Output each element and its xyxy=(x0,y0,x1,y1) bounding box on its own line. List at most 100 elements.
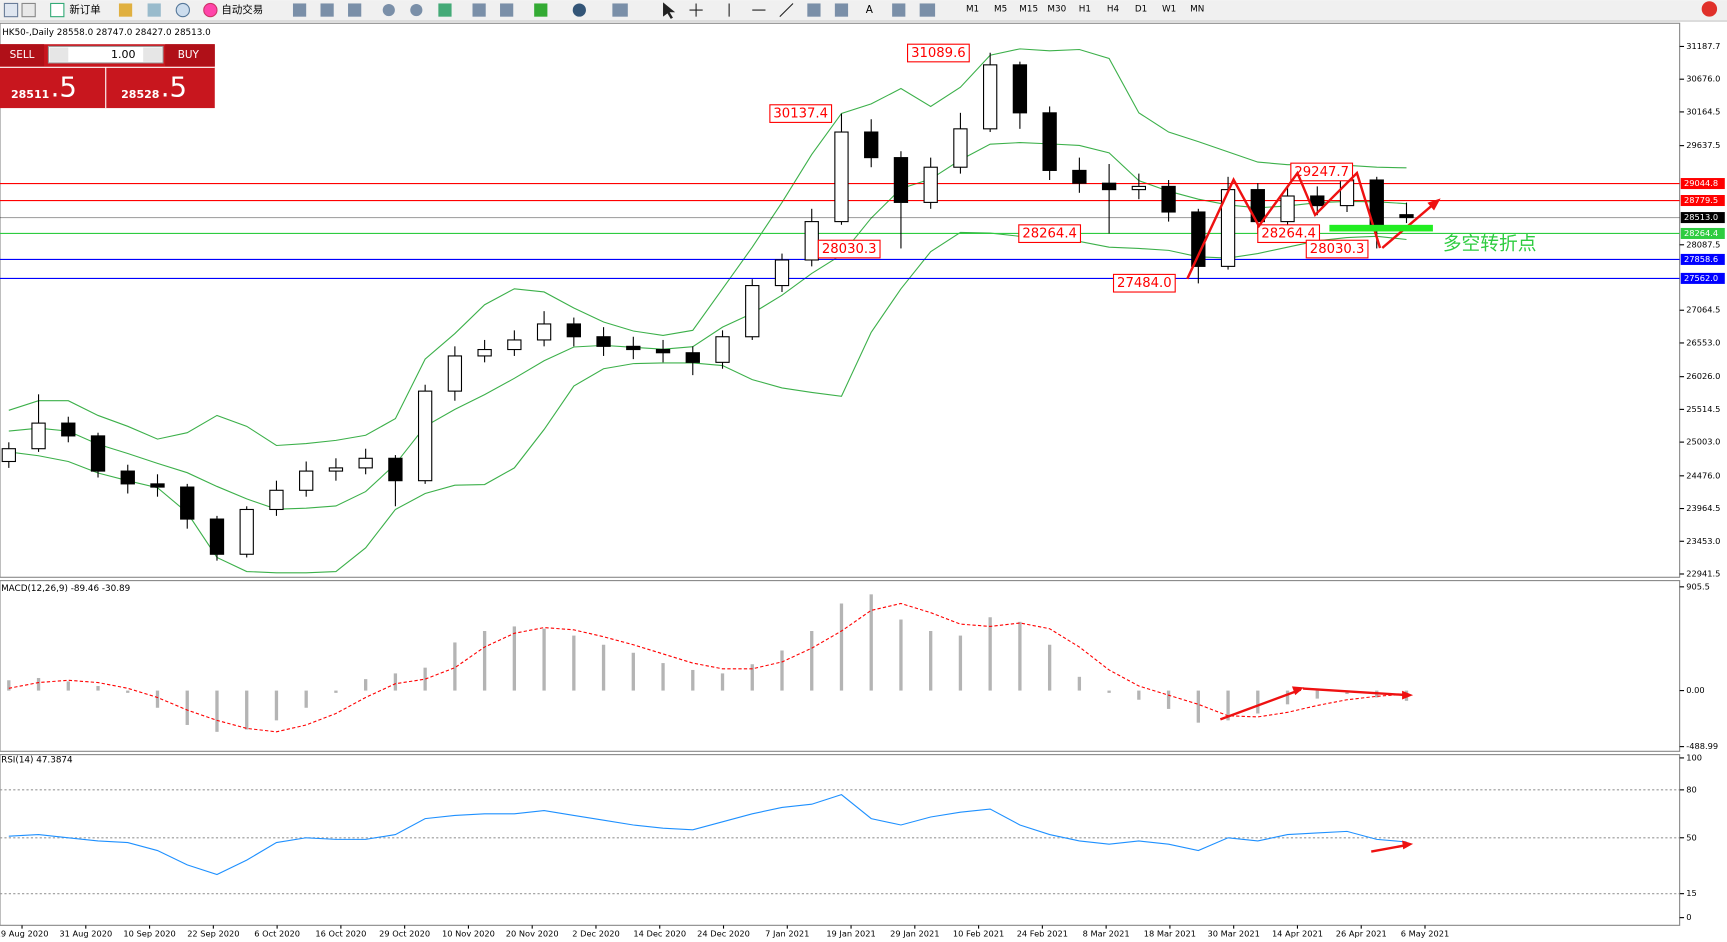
candle-body xyxy=(1280,195,1295,223)
zoom-in[interactable] xyxy=(382,4,395,17)
buy-price-fraction[interactable]: .5 xyxy=(161,71,187,103)
alert-icon[interactable] xyxy=(1701,1,1718,17)
annotation: 30137.4 xyxy=(773,107,828,122)
icon[interactable] xyxy=(147,3,161,17)
x-tick-label: 14 Apr 2021 xyxy=(1272,929,1323,939)
indicators[interactable] xyxy=(534,3,548,17)
main-chart-frame xyxy=(0,22,1681,578)
macd-bar xyxy=(1077,676,1082,691)
tool[interactable] xyxy=(438,3,452,17)
toolbar xyxy=(0,0,1727,22)
drawings xyxy=(1186,170,1436,853)
y-tick-label: 0.00 xyxy=(1686,685,1704,695)
candle-body xyxy=(566,323,581,338)
price-level-label: 29044.8 xyxy=(1684,178,1718,188)
tool[interactable] xyxy=(320,3,334,17)
chart-header: HK50-,Daily 28558.0 28747.0 28427.0 2851… xyxy=(2,28,211,38)
cursor-tool[interactable] xyxy=(663,2,676,19)
price-level-label: 28513.0 xyxy=(1684,212,1718,222)
buy-label[interactable]: BUY xyxy=(178,49,200,61)
templates[interactable] xyxy=(612,3,628,17)
price-level-box xyxy=(1680,253,1725,265)
line-tools[interactable] xyxy=(728,3,794,18)
candle-body xyxy=(655,348,671,354)
price-level-box xyxy=(1680,195,1725,207)
macd-bar xyxy=(1285,690,1290,705)
chart-tools xyxy=(292,2,936,19)
y-tick-label: 30676.0 xyxy=(1686,74,1720,84)
tool[interactable] xyxy=(892,3,906,17)
macd-bar xyxy=(750,664,754,691)
icon[interactable] xyxy=(3,2,19,18)
macd-bar xyxy=(512,626,517,691)
timeframe-button[interactable]: MN xyxy=(1190,4,1204,14)
x-tick-label: 26 Apr 2021 xyxy=(1336,929,1387,939)
candle-body xyxy=(209,518,225,555)
candle-body xyxy=(536,323,552,341)
price-level-label: 27858.6 xyxy=(1684,254,1718,264)
candle-body xyxy=(358,457,373,469)
sell-label[interactable]: SELL xyxy=(10,49,35,61)
candle-body xyxy=(150,483,165,488)
icon[interactable] xyxy=(175,2,190,18)
macd-bar xyxy=(245,690,249,730)
new-order-icon[interactable] xyxy=(50,2,65,18)
macd-bar xyxy=(661,663,665,691)
sell-price[interactable]: 28511 xyxy=(11,88,49,101)
timeframe-button[interactable]: M5 xyxy=(994,4,1007,14)
tool[interactable] xyxy=(348,3,362,17)
macd-bar xyxy=(66,681,70,691)
tool[interactable] xyxy=(834,3,849,17)
timeframe-button[interactable]: H1 xyxy=(1079,4,1091,14)
y-tick-label: 26026.0 xyxy=(1686,371,1720,381)
lot-value[interactable]: 1.00 xyxy=(111,48,136,61)
y-tick-label: 100 xyxy=(1686,752,1702,762)
x-tick-label: 18 Mar 2021 xyxy=(1144,929,1196,939)
x-tick-label: 19 Jan 2021 xyxy=(826,929,875,939)
tool[interactable] xyxy=(472,3,486,17)
icon[interactable] xyxy=(118,3,133,17)
lot-input[interactable] xyxy=(47,45,164,64)
tool[interactable] xyxy=(500,3,514,17)
macd-bar xyxy=(96,685,100,691)
buy-button[interactable] xyxy=(165,44,215,67)
macd-signal xyxy=(8,602,1407,733)
y-tick-label: 50 xyxy=(1686,832,1697,842)
lot-up[interactable] xyxy=(143,47,162,62)
timeframe-bar: M1 M5 M15 M30 H1 H4 D1 W1 MN xyxy=(966,4,1204,14)
timeframe-button[interactable]: H4 xyxy=(1107,4,1120,14)
auto-trading-icon[interactable] xyxy=(203,2,218,18)
timeframe-button[interactable]: M30 xyxy=(1047,4,1066,14)
zoom-out[interactable] xyxy=(410,4,423,17)
text-tool[interactable]: A xyxy=(866,4,874,16)
y-tick-label: 22941.5 xyxy=(1686,568,1720,578)
main-chart: 31187.7 30676.0 30164.5 29637.5 28087.5 27064… xyxy=(0,41,1725,939)
y-tick-label: -488.99 xyxy=(1686,741,1718,751)
crosshair-tool[interactable] xyxy=(689,3,703,17)
macd-bar xyxy=(869,594,873,691)
candle-body xyxy=(61,422,76,437)
annotation: 31089.6 xyxy=(911,46,966,61)
candle-body xyxy=(477,348,492,357)
tool[interactable] xyxy=(807,3,821,17)
sell-price-fraction[interactable]: .5 xyxy=(51,71,77,103)
icon[interactable] xyxy=(21,2,36,18)
arrow-head xyxy=(1291,686,1305,696)
sell-button[interactable] xyxy=(0,44,45,67)
lot-down[interactable] xyxy=(49,47,69,62)
auto-trading-button[interactable]: 自动交易 xyxy=(221,3,263,16)
x-tick-label: 10 Feb 2021 xyxy=(953,929,1004,939)
timeframe-button[interactable]: D1 xyxy=(1135,4,1147,14)
buy-price[interactable]: 28528 xyxy=(121,88,159,101)
tool[interactable] xyxy=(292,3,307,17)
tool[interactable] xyxy=(919,3,936,17)
new-order-button[interactable]: 新订单 xyxy=(69,3,100,16)
timeframe-button[interactable]: W1 xyxy=(1162,4,1176,14)
x-tick-label: 31 Aug 2020 xyxy=(59,929,112,939)
zigzag-arrow xyxy=(1186,170,1382,280)
periods[interactable] xyxy=(572,3,586,17)
macd-bar xyxy=(364,679,368,691)
timeframe-button[interactable]: M15 xyxy=(1019,4,1038,14)
timeframe-button[interactable]: M1 xyxy=(966,4,979,14)
candle-body xyxy=(239,508,254,555)
